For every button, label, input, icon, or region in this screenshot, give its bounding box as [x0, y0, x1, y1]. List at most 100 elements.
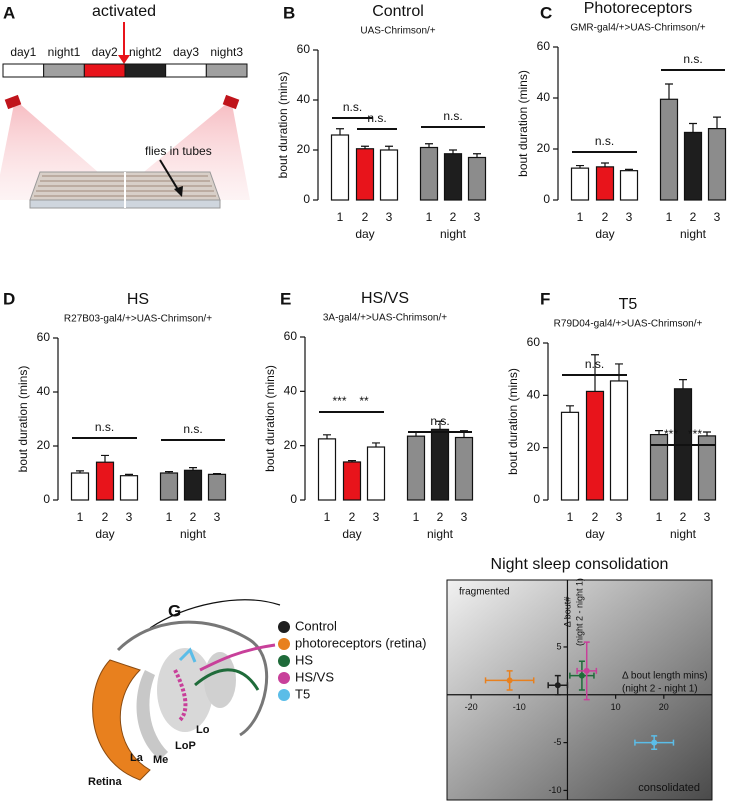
- x-tick-label: -20: [465, 702, 478, 712]
- x-tick-label: 2: [592, 510, 599, 524]
- period-label: night2: [129, 45, 162, 59]
- region-label: Me: [153, 754, 168, 766]
- error-bar: [436, 420, 444, 430]
- y-tick-label: 0: [543, 192, 550, 206]
- error-bar: [703, 431, 711, 436]
- error-bar: [76, 470, 84, 473]
- x-axis-label: Δ bout length mins): [622, 671, 708, 682]
- x-tick-label: -10: [513, 702, 526, 712]
- significance-label: n.s.: [343, 100, 362, 114]
- bar: [595, 166, 615, 201]
- x-tick-label: 3: [461, 510, 468, 524]
- significance-label: n.s.: [683, 52, 702, 66]
- bar: [609, 380, 629, 501]
- chart-subtitle: R79D04-gal4/+>UAS-Chrimson/+: [554, 319, 703, 330]
- error-bar: [625, 168, 633, 171]
- group-label: day: [585, 527, 604, 541]
- point: [651, 739, 658, 746]
- significance-label: n.s.: [595, 134, 614, 148]
- bar: [342, 461, 362, 501]
- x-tick-label: 3: [214, 510, 221, 524]
- error-bar: [425, 143, 433, 148]
- error-bar: [679, 379, 687, 389]
- x-tick-label: 1: [577, 210, 584, 224]
- significance-label: **: [359, 394, 369, 408]
- error-bar: [348, 460, 356, 462]
- y-tick-label: 0: [303, 192, 310, 206]
- legend-label: T5: [295, 686, 310, 701]
- group-label: night: [440, 227, 467, 241]
- y-tick-label: 60: [537, 39, 551, 53]
- bar: [70, 472, 90, 501]
- significance-label: n.s.: [183, 422, 202, 436]
- region-label: Retina: [88, 776, 123, 788]
- x-tick-label: 2: [362, 210, 369, 224]
- x-tick-label: 1: [77, 510, 84, 524]
- y-tick-label: 60: [284, 329, 298, 343]
- y-axis-label: bout duration (mins): [506, 368, 520, 475]
- group-label: day: [355, 227, 374, 241]
- x-tick-label: 20: [659, 702, 669, 712]
- bar: [659, 98, 679, 201]
- y-tick-label: 40: [37, 384, 51, 398]
- significance-label: n.s.: [443, 109, 462, 123]
- y-tick-label: 40: [297, 92, 311, 106]
- error-bar: [165, 471, 173, 473]
- legend-marker: [278, 689, 290, 701]
- x-tick-label: 3: [386, 210, 393, 224]
- x-tick-label: 2: [190, 510, 197, 524]
- error-bar: [385, 145, 393, 150]
- x-tick-label: 1: [324, 510, 331, 524]
- y-tick-label: 40: [527, 388, 541, 402]
- x-tick-label: 3: [714, 210, 721, 224]
- bar: [467, 156, 487, 201]
- panel-label: E: [280, 289, 291, 308]
- bar: [443, 153, 463, 201]
- significance-label: ***: [688, 427, 702, 441]
- group-label: day: [95, 527, 114, 541]
- y-tick-label: 60: [297, 42, 311, 56]
- region-label: Lo: [196, 724, 210, 736]
- y-tick-label: 20: [284, 438, 298, 452]
- legend-label: photoreceptors (retina): [295, 635, 427, 650]
- bar: [707, 128, 727, 201]
- schedule-segment: [83, 63, 126, 78]
- group-label: night: [180, 527, 207, 541]
- error-bar: [189, 467, 197, 471]
- chart-title: HS: [127, 291, 149, 308]
- error-bar: [655, 430, 663, 435]
- legend-marker: [278, 672, 290, 684]
- y-axis-label: (night 2 - night 1): [574, 578, 584, 646]
- x-tick-label: 3: [626, 210, 633, 224]
- bar: [207, 473, 227, 501]
- x-tick-label: 1: [413, 510, 420, 524]
- y-tick-label: 0: [290, 492, 297, 506]
- x-tick-label: 1: [166, 510, 173, 524]
- period-label: day2: [92, 45, 118, 59]
- bar: [159, 472, 179, 501]
- error-bar: [713, 116, 721, 129]
- y-axis-label: bout duration (mins): [263, 365, 277, 472]
- bar: [619, 170, 639, 201]
- y-axis-label: bout duration (mins): [16, 366, 30, 473]
- y-axis-label: bout duration (mins): [276, 72, 290, 179]
- y-tick-label: 20: [37, 438, 51, 452]
- legend-label: Control: [295, 618, 337, 633]
- error-bar: [601, 162, 609, 167]
- chart-title: Control: [372, 3, 424, 20]
- bar: [355, 148, 375, 201]
- significance-label: ***: [332, 394, 346, 408]
- significance-label: n.s.: [95, 420, 114, 434]
- error-bar: [336, 128, 344, 135]
- bar: [379, 149, 399, 201]
- significance-label: n.s.: [585, 357, 604, 371]
- error-bar: [591, 354, 599, 392]
- legend-marker: [278, 638, 290, 650]
- y-tick-label: 0: [533, 492, 540, 506]
- schedule-segment: [124, 63, 167, 78]
- y-tick-label: 60: [37, 330, 51, 344]
- panel-label: G: [168, 601, 181, 620]
- chart-title: Night sleep consolidation: [491, 556, 669, 573]
- legend-label: HS: [295, 652, 313, 667]
